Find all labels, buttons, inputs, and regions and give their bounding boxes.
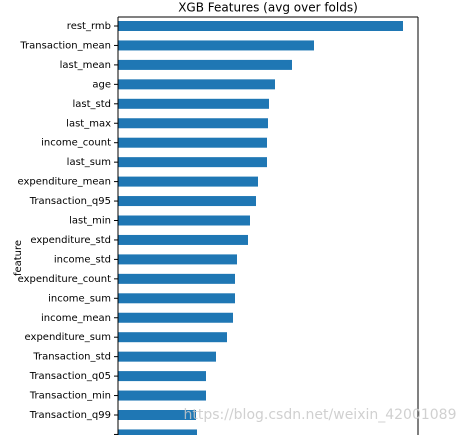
y-tick-label: income_count [41, 138, 111, 149]
y-tick-label: last_min [69, 216, 111, 227]
bar [118, 371, 206, 382]
y-tick-label: last_std [72, 99, 111, 110]
bar [118, 40, 314, 51]
bar [118, 196, 256, 207]
y-tick-label: income_mean [41, 313, 111, 324]
bar [118, 79, 275, 90]
y-tick-label: Transaction_mean [19, 40, 111, 51]
bar [118, 351, 216, 362]
bar [118, 254, 237, 265]
bar [118, 176, 258, 187]
bar [118, 410, 196, 420]
y-tick-label: Transaction_q95 [29, 196, 111, 207]
y-tick-label: expenditure_mean [17, 177, 111, 188]
y-tick-label: income_std [54, 254, 111, 265]
y-tick-label: rest_rmb [67, 21, 111, 32]
y-tick-label: age [92, 79, 111, 90]
y-tick-label: Transaction_std [32, 352, 111, 363]
y-tick-label: last_mean [60, 60, 111, 71]
bar [118, 234, 248, 245]
y-tick-label: expenditure_std [30, 235, 111, 246]
bar [118, 157, 267, 168]
y-tick-label: Transaction_q05 [29, 371, 111, 382]
y-axis-label: feature [13, 240, 24, 276]
chart-title: XGB Features (avg over folds) [178, 1, 358, 15]
watermark: https://blog.csdn.net/weixin_42001089 [183, 407, 456, 423]
y-tick-label: expenditure_count [18, 274, 111, 285]
bar [118, 273, 235, 284]
bar [118, 118, 268, 129]
y-tick-label: last_sum [67, 157, 111, 168]
y-tick-label: income_sum [48, 293, 111, 304]
bar [118, 21, 403, 31]
bar [118, 390, 206, 401]
y-tick-label: expenditure_sum [25, 332, 111, 343]
bar [118, 98, 269, 109]
y-tick-label: Transaction_q99 [29, 410, 111, 421]
y-tick-label: Transaction_min [29, 391, 111, 402]
bar [118, 312, 233, 323]
bar [118, 215, 250, 226]
y-tick-label: last_max [66, 118, 111, 129]
bar [118, 293, 235, 304]
bar [118, 429, 197, 435]
bar [118, 137, 267, 148]
bar [118, 59, 292, 70]
bar [118, 332, 227, 343]
